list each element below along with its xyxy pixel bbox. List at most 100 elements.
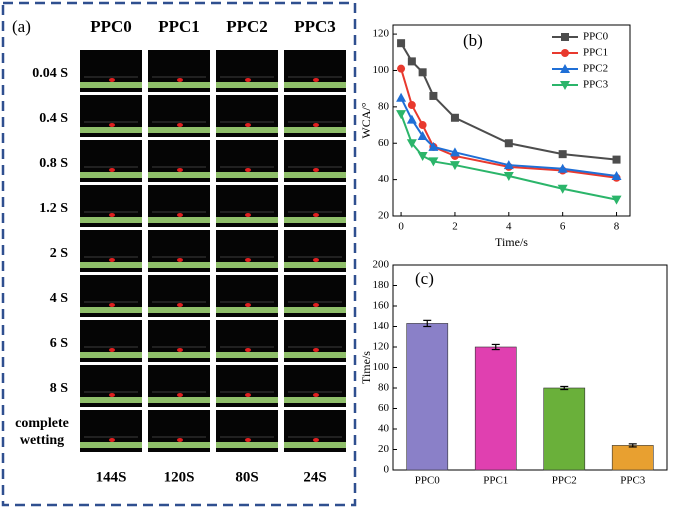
image-substrate	[216, 442, 278, 448]
column-footer: 120S	[164, 469, 195, 485]
y-tick-label: 60	[378, 402, 390, 414]
marker	[396, 92, 407, 102]
droplet	[109, 348, 115, 352]
marker	[397, 39, 406, 48]
x-tick-label: 8	[614, 221, 620, 233]
plot-frame	[392, 24, 631, 217]
marker	[417, 151, 428, 161]
marker	[557, 163, 568, 173]
droplet	[177, 258, 183, 262]
marker	[407, 57, 416, 66]
y-axis-label: Time/s	[359, 351, 373, 384]
x-tick-label: PPC2	[552, 475, 577, 487]
droplet	[177, 438, 183, 442]
legend-label: PPC3	[583, 79, 609, 91]
image-substrate	[80, 82, 142, 88]
marker	[558, 150, 567, 159]
droplet	[245, 303, 251, 307]
droplet	[313, 303, 319, 307]
y-tick-label: 140	[373, 320, 390, 332]
image-substrate	[216, 127, 278, 133]
x-tick-label: PPC3	[620, 475, 646, 487]
droplet	[245, 213, 251, 217]
droplet	[245, 393, 251, 397]
row-label: 0.8 S	[39, 156, 68, 171]
image-substrate	[80, 217, 142, 223]
y-tick-label: 80	[378, 382, 390, 394]
marker	[611, 170, 622, 180]
x-tick-label: PPC0	[415, 475, 441, 487]
droplet	[245, 348, 251, 352]
droplet	[109, 78, 115, 82]
image-substrate	[148, 127, 210, 133]
panel-border	[1, 1, 357, 507]
column-header: PPC0	[90, 17, 132, 36]
marker	[449, 147, 460, 157]
x-tick-label: 2	[452, 221, 458, 233]
droplet	[313, 213, 319, 217]
droplet	[177, 303, 183, 307]
image-substrate	[148, 82, 210, 88]
image-substrate	[80, 397, 142, 403]
y-tick-label: 40	[378, 173, 390, 185]
marker	[503, 160, 514, 170]
marker	[417, 130, 428, 140]
image-substrate	[80, 307, 142, 313]
image-substrate	[284, 127, 346, 133]
marker	[406, 114, 417, 124]
column-footer: 144S	[96, 469, 127, 485]
marker	[406, 139, 417, 149]
droplet	[245, 258, 251, 262]
marker	[428, 157, 439, 167]
droplet	[177, 123, 183, 127]
legend-label: PPC1	[583, 47, 608, 59]
bar	[543, 387, 586, 471]
image-substrate	[80, 352, 142, 358]
x-tick-label: 4	[506, 221, 512, 233]
image-substrate	[148, 262, 210, 268]
y-tick-label: 180	[373, 279, 390, 291]
marker	[407, 101, 416, 110]
image-substrate	[216, 217, 278, 223]
droplet	[177, 348, 183, 352]
droplet	[177, 213, 183, 217]
x-tick-label: 6	[560, 221, 566, 233]
y-tick-label: 20	[378, 210, 390, 222]
y-tick-label: 160	[373, 300, 390, 312]
droplet	[109, 123, 115, 127]
panel-label: (c)	[415, 269, 434, 288]
droplet	[245, 168, 251, 172]
y-tick-label: 100	[373, 361, 390, 373]
row-label: 8 S	[50, 381, 69, 396]
row-label: 6 S	[50, 336, 69, 351]
droplet	[177, 78, 183, 82]
bar	[474, 346, 517, 471]
marker	[396, 110, 407, 120]
droplet	[313, 78, 319, 82]
image-substrate	[148, 397, 210, 403]
droplet	[109, 393, 115, 397]
row-label: 0.4 S	[39, 111, 68, 126]
x-axis-label: Time/s	[495, 235, 528, 249]
image-substrate	[284, 82, 346, 88]
image-substrate	[284, 442, 346, 448]
droplet	[313, 168, 319, 172]
droplet	[313, 123, 319, 127]
image-substrate	[216, 352, 278, 358]
droplet	[109, 438, 115, 442]
marker	[418, 68, 427, 77]
legend-marker	[561, 33, 569, 41]
y-tick-label: 80	[378, 100, 390, 112]
image-substrate	[284, 307, 346, 313]
droplet	[177, 393, 183, 397]
image-substrate	[80, 262, 142, 268]
row-label: 1.2 S	[39, 201, 68, 216]
y-tick-label: 120	[373, 28, 390, 40]
marker	[418, 121, 427, 130]
y-tick-label: 200	[373, 259, 390, 271]
y-tick-label: 100	[373, 64, 390, 76]
image-substrate	[148, 217, 210, 223]
marker	[428, 141, 439, 151]
marker	[611, 195, 622, 205]
image-substrate	[216, 172, 278, 178]
